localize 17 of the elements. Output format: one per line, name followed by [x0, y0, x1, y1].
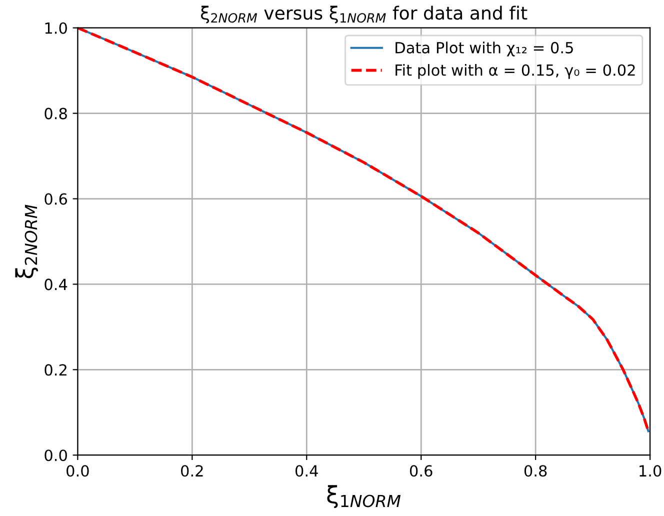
y-tick-label: 0.0	[44, 450, 67, 462]
y-axis-title: ξ$_{2NORM}$	[15, 204, 38, 278]
y-tick-label: 0.2	[44, 364, 66, 376]
x-tick-label: 0.4	[295, 465, 318, 477]
chart-title: ξ$_{2NORM}$ versus ξ$_{1NORM}$ for data and fit	[200, 6, 528, 24]
legend-label: Data Plot with χ₁₂ = 0.5	[396, 42, 573, 56]
x-axis-title: ξ$_{1NORM}$	[327, 485, 401, 508]
x-tick-label: 0.2	[181, 465, 203, 477]
y-tick-label: 1.0	[45, 22, 67, 34]
y-tick-label: 0.6	[44, 193, 68, 205]
legend-label: Fit plot with α = 0.15, γ₀ = 0.02	[396, 64, 635, 79]
x-tick-label: 1.0	[640, 465, 662, 477]
x-tick-label: 0.0	[66, 465, 89, 477]
y-tick-label: 0.8	[44, 108, 67, 120]
x-tick-label: 0.6	[410, 465, 432, 477]
x-tick-label: 0.8	[524, 465, 547, 477]
y-tick-label: 0.4	[44, 278, 68, 290]
